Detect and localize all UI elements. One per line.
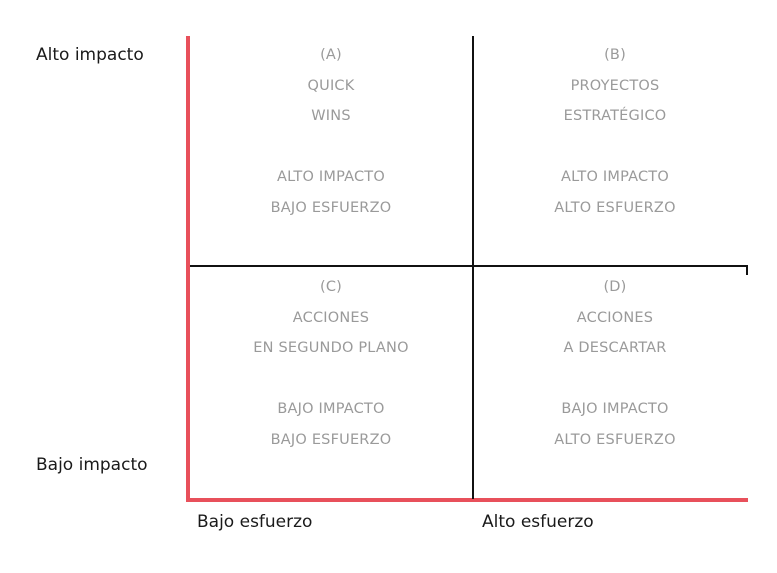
quadrant-d: (D) ACCIONES A DESCARTAR BAJO IMPACTO AL… (474, 272, 756, 455)
quadrant-letter: (C) (319, 279, 343, 295)
quadrant-letter: (A) (320, 47, 342, 63)
horizontal-divider (190, 265, 748, 267)
quadrant-name-line-1: ACCIONES (576, 309, 654, 326)
quadrant-name-line-1: ACCIONES (292, 309, 370, 326)
quadrant-impact: BAJO IMPACTO (561, 401, 669, 417)
quadrant-name-line-2: A DESCARTAR (563, 340, 667, 356)
y-axis-high-label: Alto impacto (36, 45, 144, 65)
x-axis-line (186, 498, 748, 502)
quadrant-impact: BAJO IMPACTO (277, 401, 385, 417)
vertical-divider (472, 36, 474, 499)
quadrant-effort: BAJO ESFUERZO (270, 199, 392, 216)
quadrant-c: (C) ACCIONES EN SEGUNDO PLANO BAJO IMPAC… (190, 272, 472, 455)
quadrant-letter: (D) (603, 279, 627, 295)
quadrant-effort: ALTO ESFUERZO (554, 431, 676, 448)
quadrant-impact: ALTO IMPACTO (561, 169, 669, 185)
quadrant-name-line-2: EN SEGUNDO PLANO (253, 340, 409, 356)
quadrant-name-line-1: QUICK (307, 77, 355, 94)
y-axis-low-label: Bajo impacto (36, 455, 148, 475)
y-axis-line (186, 36, 190, 502)
divider-end-tick (746, 265, 748, 275)
quadrant-impact: ALTO IMPACTO (277, 169, 385, 185)
x-axis-high-label: Alto esfuerzo (482, 512, 594, 532)
x-axis-low-label: Bajo esfuerzo (197, 512, 313, 532)
quadrant-effort: BAJO ESFUERZO (270, 431, 392, 448)
quadrant-letter: (B) (604, 47, 626, 63)
quadrant-name-line-2: WINS (311, 108, 351, 124)
quadrant-a: (A) QUICK WINS ALTO IMPACTO BAJO ESFUERZ… (190, 40, 472, 223)
quadrant-b: (B) PROYECTOS ESTRATÉGICO ALTO IMPACTO A… (474, 40, 756, 223)
quadrant-effort: ALTO ESFUERZO (554, 199, 676, 216)
quadrant-name-line-1: PROYECTOS (570, 77, 660, 94)
quadrant-name-line-2: ESTRATÉGICO (563, 108, 667, 124)
